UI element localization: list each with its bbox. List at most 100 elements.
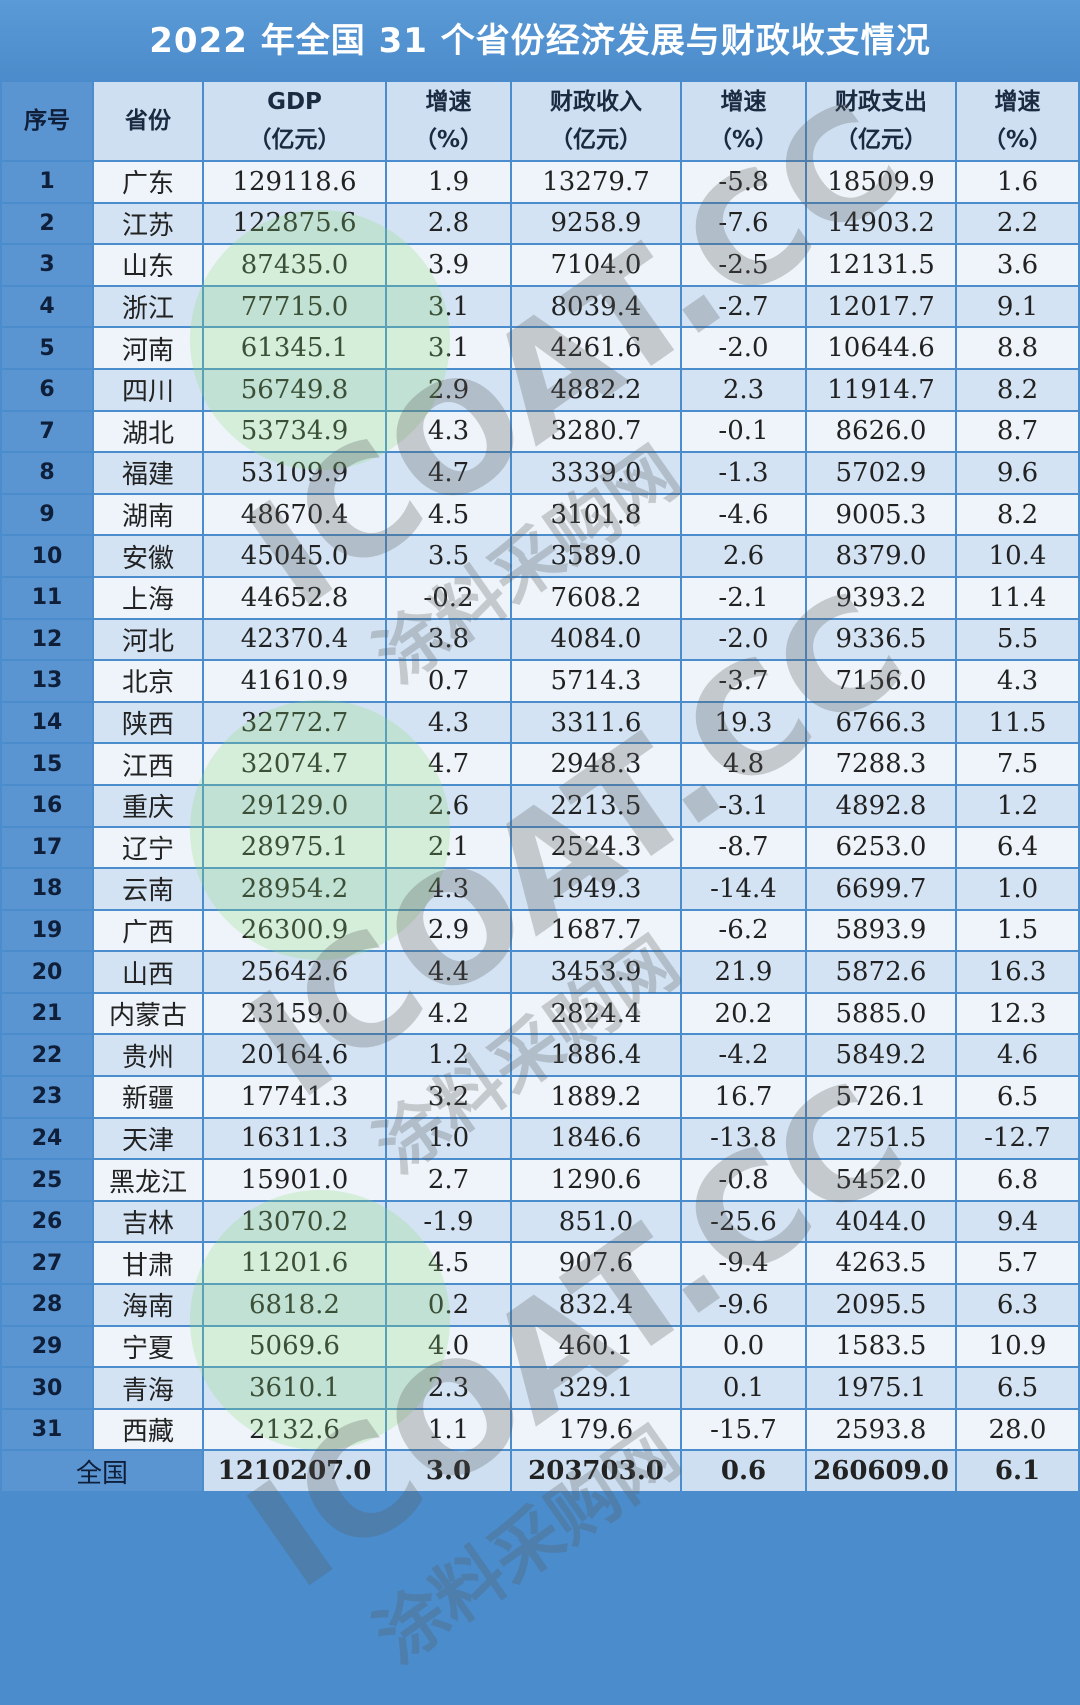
province-cell: 山西: [94, 952, 202, 992]
revenue-growth-cell: -7.6: [682, 203, 805, 244]
province-cell: 北京: [94, 661, 202, 701]
revenue-growth-cell: 2.6: [682, 536, 805, 576]
province-cell: 宁夏: [94, 1326, 202, 1367]
expenditure-cell: 2593.8: [807, 1409, 955, 1450]
row-index-cell: 18: [2, 869, 92, 909]
gdp-cell: 87435.0: [204, 245, 385, 285]
expenditure-growth-cell: 2.2: [957, 203, 1078, 244]
province-cell: 吉林: [94, 1201, 202, 1242]
table-row: 28 海南 6818.2 0.2 832.4 -9.6 2095.5 6.3: [2, 1285, 1078, 1325]
expenditure-growth-cell: 6.3: [957, 1285, 1078, 1325]
table-row: 4 浙江 77715.0 3.1 8039.4 -2.7 12017.7 9.1: [2, 286, 1078, 327]
expenditure-growth-cell: 1.6: [957, 162, 1078, 202]
table-row: 31 西藏 2132.6 1.1 179.6 -15.7 2593.8 28.0: [2, 1409, 1078, 1450]
revenue-cell: 7104.0: [512, 245, 680, 285]
gdp-growth-cell: 0.2: [387, 1285, 510, 1325]
header-gdp-growth: 增速 （%）: [387, 82, 510, 160]
expenditure-cell: 9336.5: [807, 619, 955, 660]
revenue-growth-cell: -2.0: [682, 619, 805, 660]
expenditure-cell: 5452.0: [807, 1160, 955, 1200]
expenditure-cell: 5872.6: [807, 952, 955, 992]
header-pct-unit: （%）: [413, 127, 484, 153]
gdp-growth-cell: 4.3: [387, 869, 510, 909]
province-cell: 江苏: [94, 203, 202, 244]
row-index-cell: 28: [2, 1285, 92, 1325]
gdp-growth-cell: 0.7: [387, 661, 510, 701]
header-row: 序号 省份 GDP （亿元） 增速 （%） 财政收入 （亿元） 增速 （%） 财政支出 （…: [2, 82, 1078, 160]
province-cell: 海南: [94, 1285, 202, 1325]
gdp-growth-cell: 2.7: [387, 1160, 510, 1200]
expenditure-growth-cell: 8.2: [957, 369, 1078, 410]
gdp-growth-cell: 2.1: [387, 827, 510, 868]
province-cell: 甘肃: [94, 1243, 202, 1284]
expenditure-growth-cell: 5.5: [957, 619, 1078, 660]
expenditure-growth-cell: 5.7: [957, 1243, 1078, 1284]
header-province: 省份: [94, 82, 202, 160]
row-index-cell: 27: [2, 1243, 92, 1284]
table-row: 25 黑龙江 15901.0 2.7 1290.6 -0.8 5452.0 6.8: [2, 1160, 1078, 1200]
gdp-growth-cell: 3.1: [387, 286, 510, 327]
table-row: 14 陕西 32772.7 4.3 3311.6 19.3 6766.3 11.5: [2, 702, 1078, 743]
expenditure-cell: 4263.5: [807, 1243, 955, 1284]
expenditure-growth-cell: 6.5: [957, 1077, 1078, 1117]
table-row: 10 安徽 45045.0 3.5 3589.0 2.6 8379.0 10.4: [2, 536, 1078, 576]
table-row: 20 山西 25642.6 4.4 3453.9 21.9 5872.6 16.3: [2, 952, 1078, 992]
header-expenditure-growth-label: 增速: [994, 89, 1041, 115]
gdp-growth-cell: 4.5: [387, 494, 510, 535]
revenue-cell: 3453.9: [512, 952, 680, 992]
province-cell: 内蒙古: [94, 993, 202, 1034]
gdp-growth-cell: 4.3: [387, 411, 510, 452]
province-cell: 福建: [94, 453, 202, 493]
expenditure-growth-cell: 4.6: [957, 1035, 1078, 1076]
table-row: 16 重庆 29129.0 2.6 2213.5 -3.1 4892.8 1.2: [2, 785, 1078, 826]
row-index-cell: 23: [2, 1077, 92, 1117]
gdp-cell: 20164.6: [204, 1035, 385, 1076]
table-row: 9 湖南 48670.4 4.5 3101.8 -4.6 9005.3 8.2: [2, 494, 1078, 535]
expenditure-growth-cell: 12.3: [957, 993, 1078, 1034]
gdp-cell: 48670.4: [204, 494, 385, 535]
province-cell: 云南: [94, 869, 202, 909]
province-cell: 河南: [94, 328, 202, 368]
row-index-cell: 31: [2, 1409, 92, 1450]
revenue-cell: 9258.9: [512, 203, 680, 244]
gdp-cell: 77715.0: [204, 286, 385, 327]
revenue-cell: 3311.6: [512, 702, 680, 743]
revenue-cell: 907.6: [512, 1243, 680, 1284]
revenue-growth-cell: -2.7: [682, 286, 805, 327]
gdp-cell: 32772.7: [204, 702, 385, 743]
gdp-cell: 15901.0: [204, 1160, 385, 1200]
revenue-growth-cell: 0.1: [682, 1368, 805, 1408]
expenditure-cell: 7288.3: [807, 744, 955, 784]
gdp-cell: 29129.0: [204, 785, 385, 826]
expenditure-cell: 18509.9: [807, 162, 955, 202]
expenditure-growth-cell: 6.5: [957, 1368, 1078, 1408]
table-row: 26 吉林 13070.2 -1.9 851.0 -25.6 4044.0 9.4: [2, 1201, 1078, 1242]
total-revenue: 203703.0: [512, 1451, 680, 1492]
gdp-cell: 28954.2: [204, 869, 385, 909]
row-index-cell: 24: [2, 1118, 92, 1159]
row-index-cell: 22: [2, 1035, 92, 1076]
gdp-cell: 53109.9: [204, 453, 385, 493]
table-row: 2 江苏 122875.6 2.8 9258.9 -7.6 14903.2 2.2: [2, 203, 1078, 244]
revenue-growth-cell: -4.6: [682, 494, 805, 535]
gdp-growth-cell: 2.9: [387, 369, 510, 410]
expenditure-growth-cell: 8.2: [957, 494, 1078, 535]
revenue-cell: 3589.0: [512, 536, 680, 576]
header-revenue-growth: 增速 （%）: [682, 82, 805, 160]
row-index-cell: 8: [2, 453, 92, 493]
row-index-cell: 4: [2, 286, 92, 327]
gdp-growth-cell: 3.9: [387, 245, 510, 285]
gdp-cell: 17741.3: [204, 1077, 385, 1117]
revenue-cell: 1889.2: [512, 1077, 680, 1117]
row-index-cell: 20: [2, 952, 92, 992]
revenue-cell: 7608.2: [512, 577, 680, 618]
expenditure-cell: 5893.9: [807, 910, 955, 951]
table-row: 11 上海 44652.8 -0.2 7608.2 -2.1 9393.2 11.4: [2, 577, 1078, 618]
revenue-cell: 1290.6: [512, 1160, 680, 1200]
revenue-growth-cell: -9.6: [682, 1285, 805, 1325]
gdp-growth-cell: -0.2: [387, 577, 510, 618]
revenue-growth-cell: -2.0: [682, 328, 805, 368]
gdp-cell: 41610.9: [204, 661, 385, 701]
revenue-cell: 5714.3: [512, 661, 680, 701]
expenditure-growth-cell: 10.9: [957, 1326, 1078, 1367]
